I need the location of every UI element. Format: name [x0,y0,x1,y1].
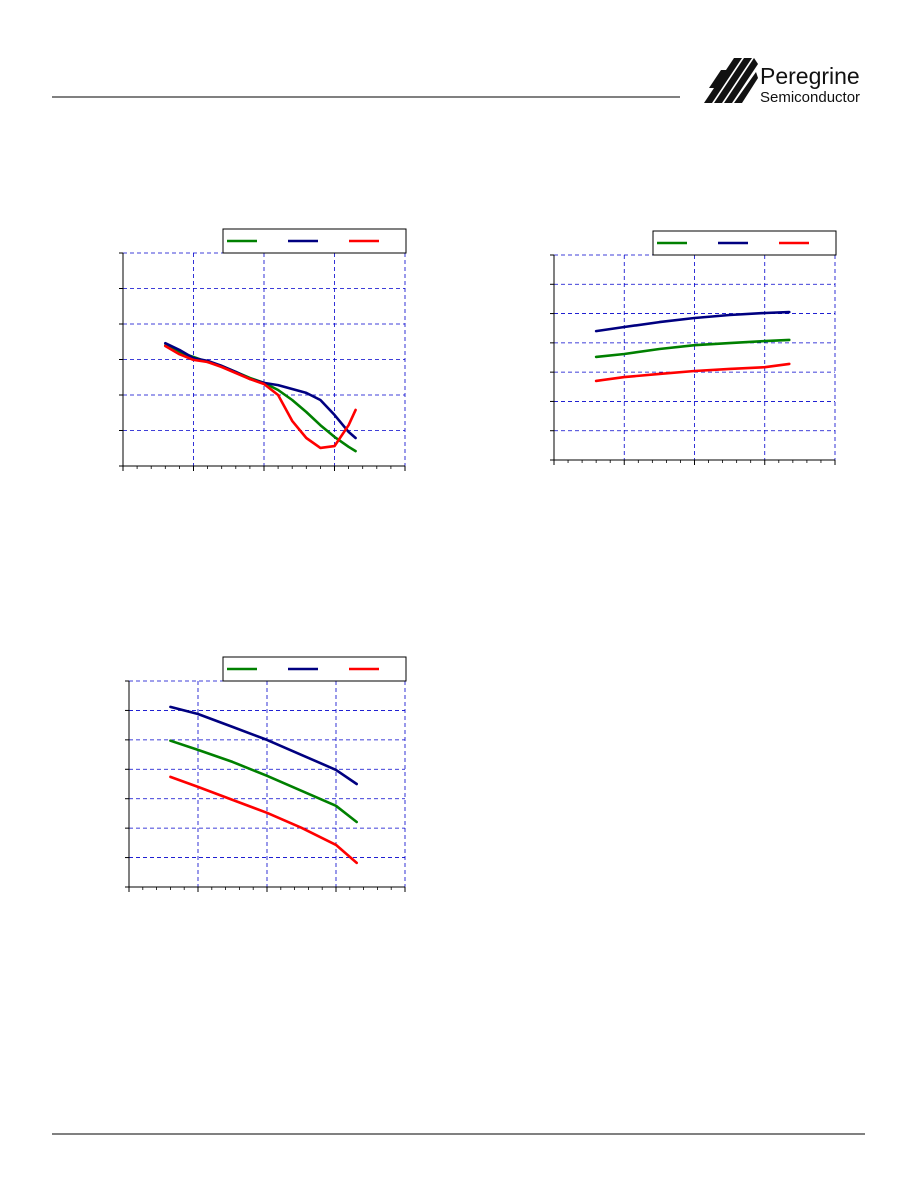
series-line [169,739,358,824]
chart [550,230,837,465]
series-line [594,362,791,383]
logo-subtitle: Semiconductor [760,89,860,106]
series-line [164,344,357,450]
series-line [169,705,358,786]
chart [125,656,407,892]
chart [119,228,407,471]
series-line [169,775,358,865]
series-line [594,338,791,359]
logo-name: Peregrine [760,63,860,89]
logo-mark [704,58,758,103]
series-line [594,310,791,333]
